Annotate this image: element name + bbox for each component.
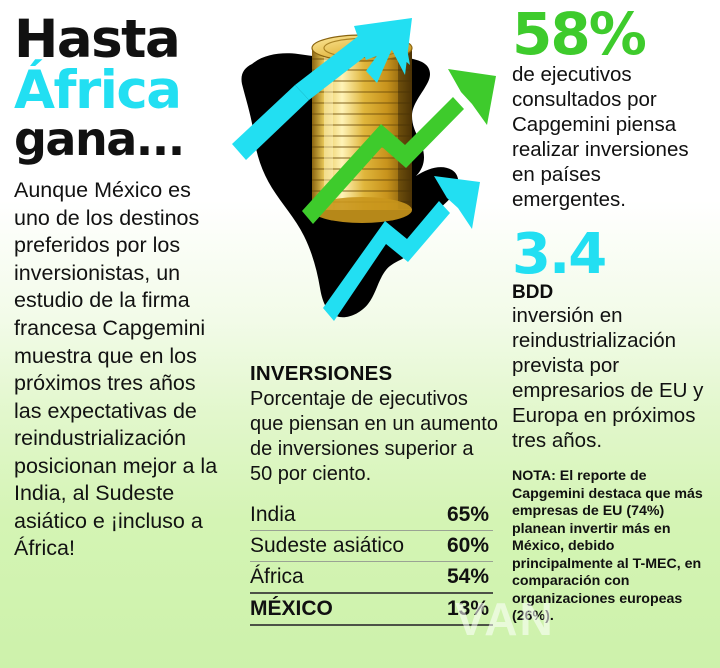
stat-block-58: 58% de ejecutivos consultados por Capgem… (512, 0, 717, 212)
table-row: Sudeste asiático 60% (250, 530, 493, 562)
stat-block-34: 3.4 BDD inversión en reindustrialización… (512, 222, 717, 453)
arrow-up-green-middle (302, 69, 496, 224)
headline-line-1: Hasta (14, 9, 181, 70)
africa-coins-illustration: $ (216, 8, 508, 358)
stat-unit-bdd: BDD (512, 281, 554, 303)
table-row: India 65% (250, 500, 493, 531)
row-label: India (250, 500, 438, 531)
stat-text-58: de ejecutivos consultados por Capgemini … (512, 63, 689, 212)
lead-paragraph: Aunque México es uno de los destinos pre… (14, 178, 218, 561)
row-value: 13% (437, 592, 493, 626)
left-column: Hasta África gana... Aunque México es un… (14, 9, 224, 563)
row-label: MÉXICO (250, 592, 438, 626)
section-title: INVERSIONES (250, 362, 393, 385)
headline-line-3: gana... (14, 111, 185, 166)
arrow-up-cyan-top (232, 18, 412, 160)
row-label: Sudeste asiático (250, 530, 438, 562)
section-description: Porcentaje de ejecutivos que piensan en … (250, 388, 498, 485)
stat-text-34: inversión en reindustrialización previst… (512, 304, 704, 453)
table-row: África 54% (250, 561, 493, 594)
row-value: 60% (437, 530, 493, 562)
stat-number-34: 3.4 (512, 222, 607, 288)
page-title: Hasta África gana... (14, 9, 224, 166)
headline-line-2: África (14, 60, 182, 122)
arrow-up-cyan-bottom (323, 176, 480, 321)
right-column: 58% de ejecutivos consultados por Capgem… (512, 0, 717, 626)
footnote-nota: NOTA: El reporte de Capgemini destaca qu… (512, 468, 703, 625)
row-value: 65% (437, 500, 493, 531)
center-column: INVERSIONES Porcentaje de ejecutivos que… (250, 362, 498, 626)
investments-table: India 65% Sudeste asiático 60% África 54… (250, 500, 493, 626)
table-row-highlighted: MÉXICO 13% (250, 592, 493, 626)
stat-number-58: 58% (512, 0, 647, 68)
row-value: 54% (437, 561, 493, 594)
row-label: África (250, 561, 438, 594)
